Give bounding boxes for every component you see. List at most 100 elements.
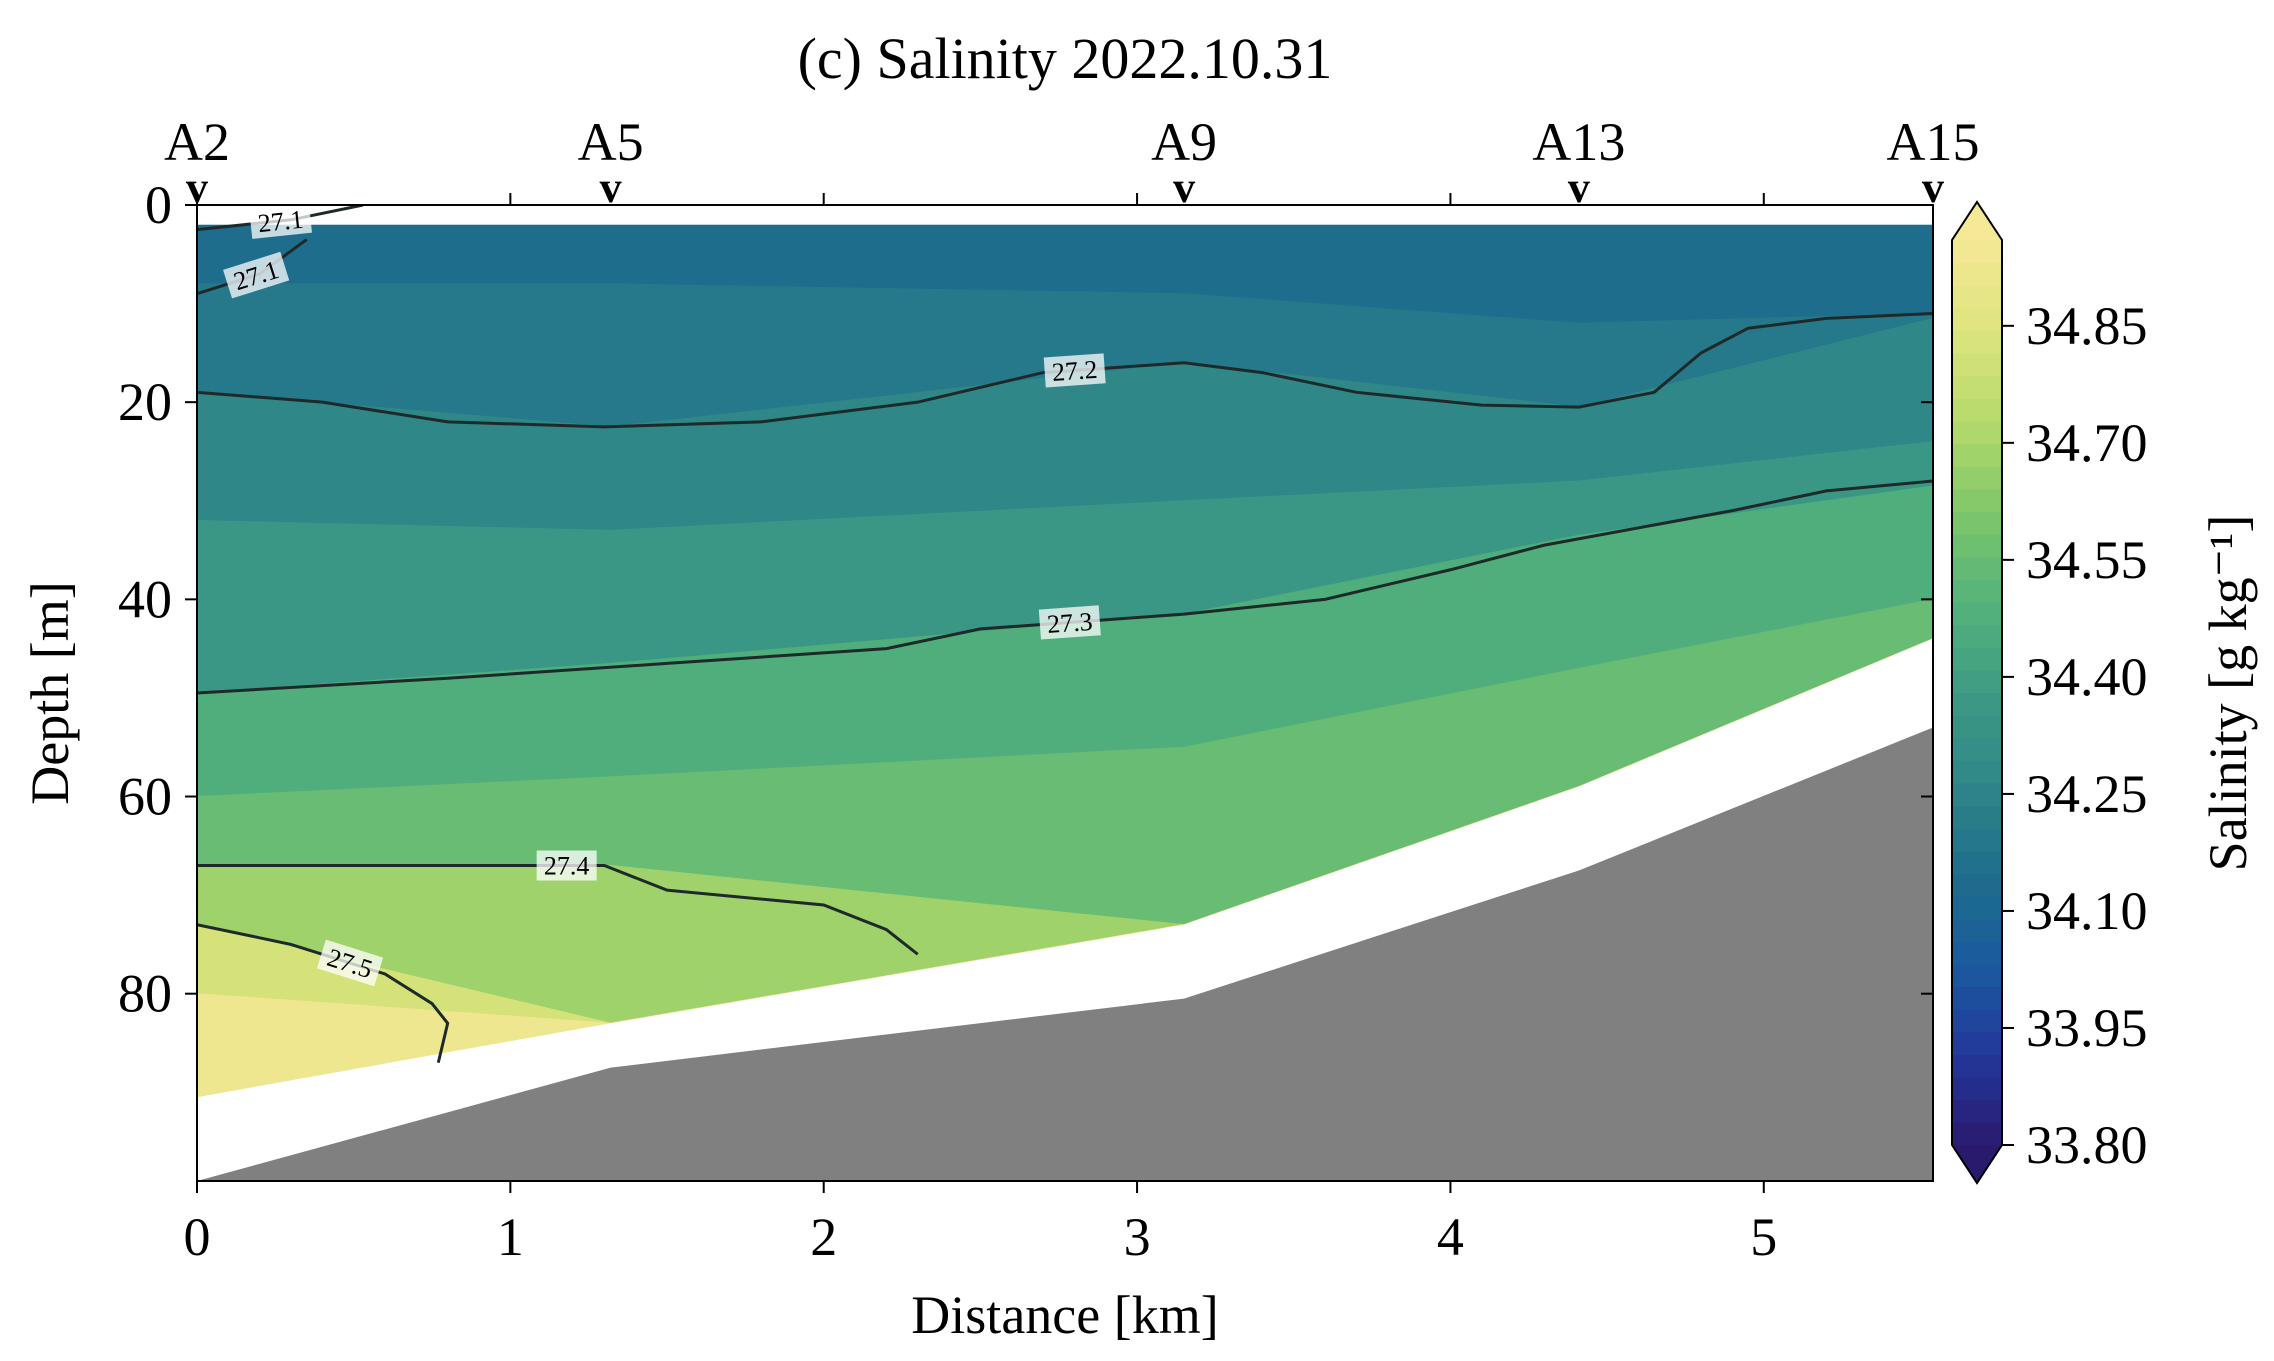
colorbar-step <box>1952 873 2002 897</box>
density-label-box <box>1043 353 1106 388</box>
x-tick-label: 5 <box>1750 1207 1777 1267</box>
colorbar-step <box>1952 1031 2002 1056</box>
station-marker: v <box>600 163 622 212</box>
x-tick-label: 0 <box>184 1207 211 1267</box>
colorbar-extend-max <box>1952 202 2002 240</box>
colorbar-step <box>1952 421 2002 445</box>
density-label-text: 27.4 <box>544 852 590 881</box>
density-label-box <box>1038 605 1101 640</box>
colorbar-step <box>1952 1122 2002 1146</box>
colorbar-tick-label: 33.80 <box>2026 1115 2148 1175</box>
colorbar-step <box>1952 850 2002 875</box>
colorbar-step <box>1952 466 2002 490</box>
colorbar-step <box>1952 783 2002 807</box>
station-marker: v <box>1173 163 1195 212</box>
colorbar-step <box>1952 918 2002 942</box>
colorbar-step <box>1952 1077 2002 1101</box>
colorbar-step <box>1952 240 2002 264</box>
colorbar-step <box>1952 692 2002 716</box>
x-axis-label: Distance [km] <box>911 1285 1218 1345</box>
colorbar-step <box>1952 602 2002 626</box>
station-name-label: A13 <box>1532 112 1625 172</box>
station-name-label: A2 <box>164 112 230 172</box>
seafloor-bathymetry <box>197 727 1933 1181</box>
salinity-fill-bands <box>197 224 1933 1098</box>
colorbar-step <box>1952 737 2002 761</box>
colorbar-step <box>1952 1099 2002 1123</box>
colorbar-step <box>1952 579 2002 603</box>
colorbar-ticks: 33.80 33.95 34.10 34.25 34.40 34.55 34.70 34.85 <box>2002 296 2148 1175</box>
density-label-text: 27.1 <box>257 205 305 239</box>
colorbar-step <box>1952 760 2002 784</box>
y-tick-label: 40 <box>118 569 172 629</box>
density-contour-4 <box>197 864 919 956</box>
station-marker: v <box>186 163 208 212</box>
colorbar-step <box>1952 964 2002 988</box>
colorbar-step <box>1952 669 2002 694</box>
density-label-box <box>249 205 312 239</box>
y-tick-label: 60 <box>118 767 172 827</box>
colorbar-step <box>1952 805 2002 829</box>
colorbar-step <box>1952 443 2002 467</box>
top-axis-ticks <box>196 193 1765 205</box>
y-axis-ticks: 0 20 40 60 80 <box>118 175 1933 1024</box>
colorbar-step <box>1952 330 2002 354</box>
colorbar-step <box>1952 262 2002 286</box>
colorbar-step <box>1952 488 2002 513</box>
density-contour-label-0: 27.1 <box>249 205 312 239</box>
colorbar-step <box>1952 896 2002 920</box>
colorbar-step <box>1952 1009 2002 1033</box>
colorbar-step <box>1952 353 2002 377</box>
colorbar-step <box>1952 624 2002 648</box>
density-label-box <box>223 251 290 299</box>
colorbar-tick-label: 34.25 <box>2026 764 2148 824</box>
y-tick-label: 0 <box>145 175 172 235</box>
x-tick-label: 2 <box>810 1207 837 1267</box>
near-bottom-no-data-region <box>197 638 1933 1181</box>
colorbar-step <box>1952 556 2002 580</box>
colorbar-step <box>1952 1054 2002 1078</box>
density-contour-label-3: 27.3 <box>1038 605 1101 640</box>
x-tick-label: 1 <box>497 1207 524 1267</box>
y-tick-label: 80 <box>118 964 172 1024</box>
colorbar-step <box>1952 398 2002 422</box>
colorbar-step <box>1952 986 2002 1010</box>
colorbar-step <box>1952 941 2002 965</box>
station-name-label: A5 <box>578 112 644 172</box>
colorbar-step <box>1952 285 2002 309</box>
chart-title: (c) Salinity 2022.10.31 <box>798 26 1333 91</box>
colorbar-tick-label: 34.10 <box>2026 881 2148 941</box>
station-name-label: A15 <box>1887 112 1980 172</box>
colorbar-step <box>1952 375 2002 399</box>
density-label-text: 27.3 <box>1046 607 1093 639</box>
x-tick-label: 3 <box>1124 1207 1151 1267</box>
colorbar-tick-label: 34.40 <box>2026 647 2148 707</box>
density-label-box <box>316 939 384 987</box>
colorbar-tick-label: 34.85 <box>2026 296 2148 356</box>
colorbar-extend-min <box>1952 1145 2002 1183</box>
station-marker: v <box>1568 163 1590 212</box>
station-marker: v <box>1922 163 1944 212</box>
density-contour-label-4: 27.4 <box>536 850 597 881</box>
colorbar-tick-label: 34.70 <box>2026 413 2148 473</box>
y-axis-label: Depth [m] <box>20 581 80 804</box>
colorbar-step <box>1952 307 2002 332</box>
colorbar-step <box>1952 828 2002 852</box>
colorbar-color-ramp <box>1952 202 2002 1183</box>
density-label-text: 27.2 <box>1051 355 1098 387</box>
colorbar-tick-label: 33.95 <box>2026 998 2148 1058</box>
colorbar: 33.80 33.95 34.10 34.25 34.40 34.55 34.70 34.85… <box>1951 200 2258 1185</box>
x-tick-label: 4 <box>1437 1207 1464 1267</box>
colorbar-tick-label: 34.55 <box>2026 530 2148 590</box>
density-contour-5 <box>197 923 450 1064</box>
density-contour-label-2: 27.2 <box>1043 353 1106 388</box>
colorbar-step <box>1952 647 2002 671</box>
density-label-box <box>536 850 597 881</box>
y-tick-label: 20 <box>118 372 172 432</box>
density-contour-3 <box>197 479 1933 695</box>
surface-no-data-strip <box>197 205 1933 225</box>
station-name-label: A9 <box>1151 112 1217 172</box>
plot-frame <box>196 204 1934 1182</box>
